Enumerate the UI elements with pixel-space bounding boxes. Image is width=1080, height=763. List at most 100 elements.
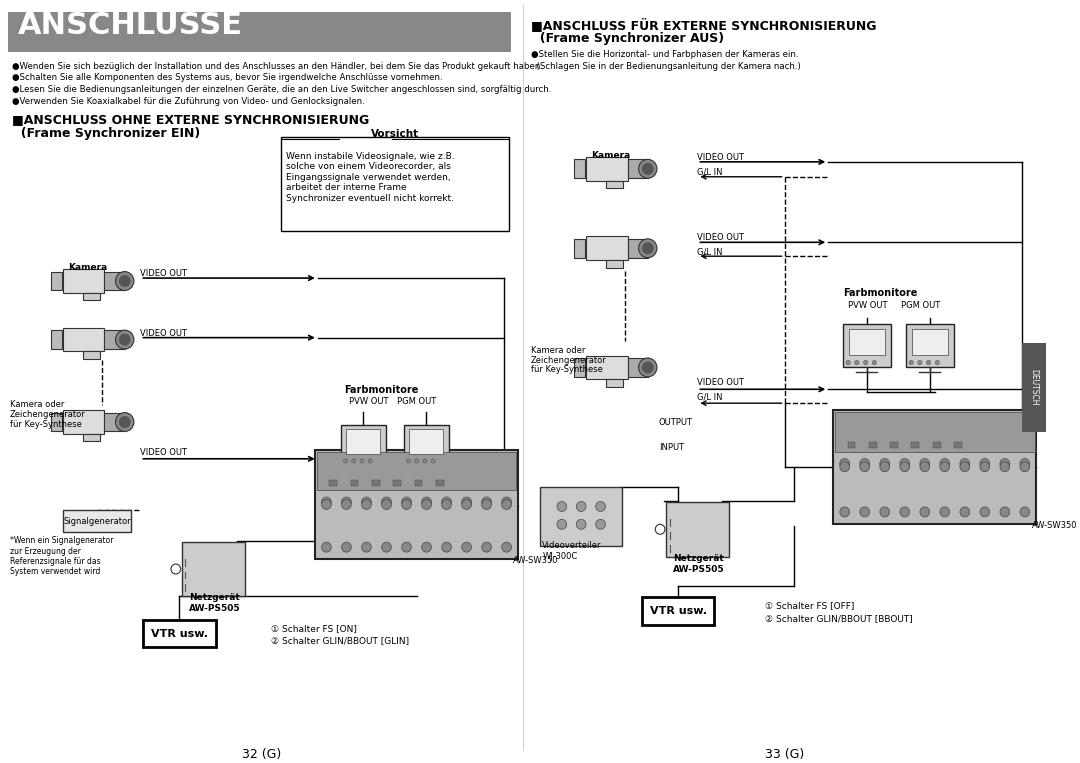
Circle shape <box>368 459 373 463</box>
Circle shape <box>880 459 890 468</box>
Circle shape <box>860 462 869 472</box>
Text: Kamera oder: Kamera oder <box>10 401 64 409</box>
Circle shape <box>116 413 134 432</box>
Circle shape <box>421 497 431 507</box>
Circle shape <box>920 459 930 468</box>
Circle shape <box>322 500 332 510</box>
Bar <box>890 442 897 448</box>
Circle shape <box>557 520 567 530</box>
Circle shape <box>920 462 930 472</box>
Text: Signalgenerator: Signalgenerator <box>63 517 131 526</box>
Circle shape <box>1000 507 1010 517</box>
Bar <box>105 330 124 349</box>
Bar <box>51 330 63 349</box>
Text: für Key-Synthese: für Key-Synthese <box>530 365 603 375</box>
Bar <box>912 442 919 448</box>
Circle shape <box>406 459 410 463</box>
Circle shape <box>482 500 491 510</box>
Circle shape <box>880 462 890 472</box>
Circle shape <box>502 542 512 552</box>
Circle shape <box>840 462 850 472</box>
Bar <box>933 442 941 448</box>
Circle shape <box>577 520 586 530</box>
Circle shape <box>846 360 850 365</box>
Circle shape <box>840 507 850 517</box>
Bar <box>63 328 105 352</box>
Circle shape <box>638 159 657 179</box>
Text: Zeichengenerator: Zeichengenerator <box>530 356 607 365</box>
Text: für Key-Synthese: für Key-Synthese <box>10 420 82 429</box>
Bar <box>51 413 63 432</box>
Bar <box>586 237 627 260</box>
Text: Vorsicht: Vorsicht <box>370 129 419 139</box>
Bar <box>329 480 337 486</box>
Text: Videoverteiler: Videoverteiler <box>542 541 602 550</box>
Circle shape <box>863 360 868 365</box>
Circle shape <box>322 497 332 507</box>
Bar <box>63 510 131 533</box>
Circle shape <box>1000 459 1010 468</box>
Circle shape <box>960 462 970 472</box>
Bar <box>627 159 648 179</box>
Circle shape <box>880 507 890 517</box>
Circle shape <box>341 497 351 507</box>
Circle shape <box>402 500 411 510</box>
Bar <box>606 181 623 188</box>
Circle shape <box>940 507 949 517</box>
Text: Netzgerät: Netzgerät <box>189 593 240 602</box>
Text: Farbmonitore: Farbmonitore <box>842 288 917 298</box>
Circle shape <box>352 459 355 463</box>
Circle shape <box>119 334 131 346</box>
Bar <box>63 410 105 434</box>
Circle shape <box>402 542 411 552</box>
Circle shape <box>596 520 606 530</box>
Bar <box>105 413 124 432</box>
Circle shape <box>860 459 869 468</box>
Text: VTR usw.: VTR usw. <box>649 606 706 616</box>
Text: Farbmonitore: Farbmonitore <box>343 385 418 395</box>
FancyBboxPatch shape <box>281 137 509 231</box>
Circle shape <box>1000 462 1010 472</box>
Text: ●Schalten Sie alle Komponenten des Systems aus, bevor Sie irgendwelche Anschlüss: ●Schalten Sie alle Komponenten des Syste… <box>12 73 442 82</box>
Circle shape <box>935 360 940 365</box>
Circle shape <box>431 459 435 463</box>
Circle shape <box>442 497 451 507</box>
Circle shape <box>1020 507 1029 517</box>
Circle shape <box>638 358 657 377</box>
Text: 33 (G): 33 (G) <box>765 748 805 761</box>
Text: VIDEO OUT: VIDEO OUT <box>698 378 744 388</box>
Circle shape <box>119 275 131 287</box>
Text: VIDEO OUT: VIDEO OUT <box>140 269 188 278</box>
Bar <box>540 487 622 546</box>
Circle shape <box>873 360 877 365</box>
Text: 32 (G): 32 (G) <box>242 748 281 761</box>
Bar <box>606 260 623 268</box>
Circle shape <box>643 362 653 373</box>
Bar <box>8 12 512 52</box>
Circle shape <box>360 459 364 463</box>
Circle shape <box>381 497 391 507</box>
Circle shape <box>854 360 859 365</box>
Bar <box>575 239 585 258</box>
Circle shape <box>980 459 989 468</box>
Bar <box>575 358 585 377</box>
Circle shape <box>462 497 471 507</box>
Circle shape <box>442 542 451 552</box>
Circle shape <box>960 459 970 468</box>
Circle shape <box>402 497 411 507</box>
Bar <box>606 379 623 387</box>
Bar <box>83 293 99 301</box>
Text: Kamera: Kamera <box>68 263 107 272</box>
Bar <box>627 239 648 258</box>
Bar <box>586 157 627 181</box>
Text: ■ANSCHLUSS FÜR EXTERNE SYNCHRONISIERUNG: ■ANSCHLUSS FÜR EXTERNE SYNCHRONISIERUNG <box>530 18 876 32</box>
Circle shape <box>918 360 922 365</box>
Text: ■ANSCHLUSS OHNE EXTERNE SYNCHRONISIERUNG: ■ANSCHLUSS OHNE EXTERNE SYNCHRONISIERUNG <box>12 113 369 126</box>
Circle shape <box>362 542 372 552</box>
Text: AW-SW350: AW-SW350 <box>513 556 558 565</box>
Text: ② Schalter GLIN/BBOUT [GLIN]: ② Schalter GLIN/BBOUT [GLIN] <box>271 636 409 645</box>
Text: Kamera: Kamera <box>591 151 630 160</box>
Text: G/L IN: G/L IN <box>698 247 723 256</box>
Circle shape <box>980 462 989 472</box>
Bar <box>849 329 885 355</box>
